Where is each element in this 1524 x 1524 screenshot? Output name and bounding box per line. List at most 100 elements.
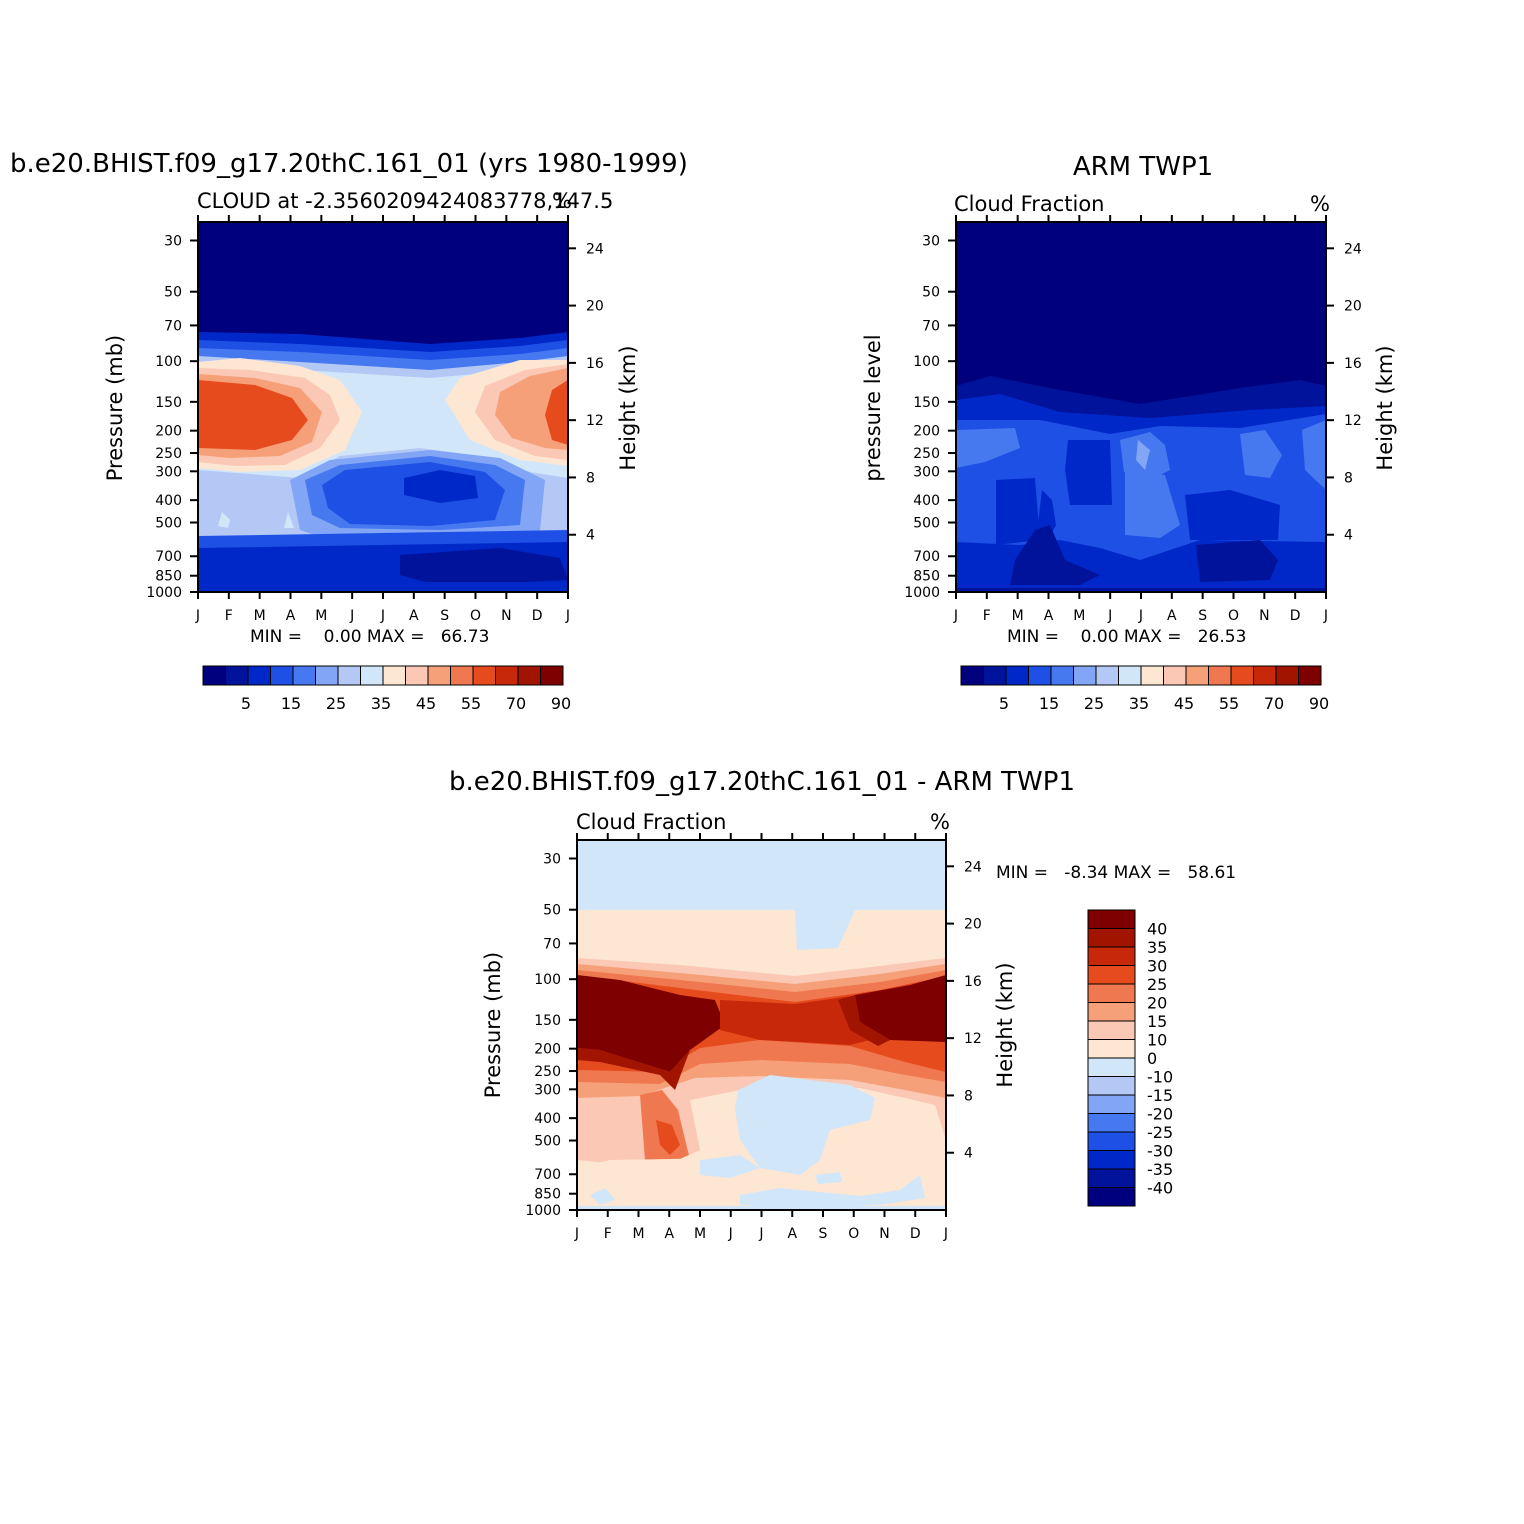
y-right-tick-label: 24: [1344, 241, 1362, 257]
colorbar-swatch: [1140, 665, 1164, 686]
panel-diff-stats: MIN = -8.34 MAX = 58.61: [996, 863, 1236, 883]
panel-model-axes: J F M A M J J A S O N D J 30 50 70 100 150 200 250 300 400 500…: [146, 215, 604, 624]
colorbar-swatch: [225, 665, 249, 686]
colorbar-swatch: [1087, 1057, 1136, 1077]
panel-model-ylabel-right: Height (km): [616, 345, 640, 470]
y-right-tick-label: 4: [964, 1146, 973, 1162]
colorbar-label: -35: [1147, 1160, 1173, 1179]
y-tick-label: 100: [913, 354, 940, 370]
x-tick-label: F: [225, 608, 233, 624]
colorbar-label: 15: [1039, 694, 1059, 713]
x-tick-label: D: [910, 1226, 921, 1242]
y-tick-label: 1000: [525, 1203, 561, 1219]
colorbar-label: 70: [1264, 694, 1284, 713]
x-tick-label: J: [943, 1226, 948, 1242]
y-tick-label: 300: [534, 1082, 561, 1098]
y-tick-label: 500: [534, 1134, 561, 1150]
colorbar-swatch: [1087, 1150, 1136, 1170]
panel-obs-subtitle: Cloud Fraction: [954, 192, 1105, 216]
y-tick-label: 100: [534, 972, 561, 988]
panel-obs-ylabel: pressure level: [861, 334, 885, 481]
x-tick-label: N: [879, 1226, 889, 1242]
x-tick-label: A: [787, 1226, 797, 1242]
x-tick-label: A: [664, 1226, 674, 1242]
colorbar-swatch: [1073, 665, 1097, 686]
colorbar-label: 5: [999, 694, 1009, 713]
colorbar-swatch: [450, 665, 474, 686]
panel-model-colorbar: 5 15 25 35 45 55 70 90: [202, 665, 571, 713]
colorbar-label: -40: [1147, 1179, 1173, 1198]
colorbar-swatch: [360, 665, 384, 686]
colorbar-swatch: [1087, 1094, 1136, 1114]
y-tick-label: 400: [155, 493, 182, 509]
panel-model-subtitle: CLOUD at -2.3560209424083778,147.5: [197, 189, 613, 213]
x-tick-label: J: [349, 608, 354, 624]
panel-diff-field: [577, 840, 946, 1210]
colorbar-swatch: [1005, 665, 1029, 686]
x-tick-label: M: [694, 1226, 706, 1242]
panel-model-field: [198, 222, 568, 592]
colorbar-swatch: [1087, 983, 1136, 1003]
x-tick-label: J: [1107, 608, 1112, 624]
x-tick-label: J: [565, 608, 570, 624]
x-tick-label: O: [848, 1226, 859, 1242]
panel-model-units: %: [552, 189, 572, 213]
colorbar-swatch: [1163, 665, 1187, 686]
y-tick-label: 250: [913, 446, 940, 462]
x-tick-label: A: [286, 608, 296, 624]
y-right-tick-label: 20: [964, 917, 982, 933]
y-tick-label: 100: [155, 354, 182, 370]
colorbar-label: -25: [1147, 1123, 1173, 1142]
colorbar-swatch: [1253, 665, 1277, 686]
panel-diff-units: %: [930, 810, 950, 834]
panel-model-ylabel: Pressure (mb): [103, 335, 127, 482]
colorbar-label: 35: [371, 694, 391, 713]
y-tick-label: 150: [155, 395, 182, 411]
y-tick-label: 30: [543, 852, 561, 868]
colorbar-swatch: [427, 665, 451, 686]
panel-obs-axes: J F M A M J J A S O N D J 30 50 70 100 150 200 250 300 400 500…: [904, 215, 1362, 624]
x-tick-label: J: [574, 1226, 579, 1242]
x-tick-label: N: [1259, 608, 1269, 624]
x-tick-label: J: [728, 1226, 733, 1242]
y-right-tick-label: 16: [586, 356, 604, 372]
y-tick-label: 300: [155, 464, 182, 480]
colorbar-label: 55: [1219, 694, 1239, 713]
x-tick-label: O: [1228, 608, 1239, 624]
colorbar-swatch: [472, 665, 496, 686]
panel-obs-units: %: [1310, 192, 1330, 216]
colorbar-swatch: [540, 665, 564, 686]
colorbar-swatch: [337, 665, 361, 686]
colorbar-label: 90: [551, 694, 571, 713]
y-tick-label: 50: [164, 285, 182, 301]
x-tick-label: M: [254, 608, 266, 624]
panel-model: b.e20.BHIST.f09_g17.20thC.161_01 (yrs 19…: [10, 149, 688, 713]
y-right-tick-label: 16: [1344, 356, 1362, 372]
x-tick-label: J: [380, 608, 385, 624]
colorbar-swatch: [382, 665, 406, 686]
panel-obs-colorbar: 5 15 25 35 45 55 70 90: [960, 665, 1329, 713]
y-tick-label: 850: [913, 569, 940, 585]
colorbar-swatch: [960, 665, 984, 686]
panel-obs: ARM TWP1 Cloud Fraction % J F M A M J J A S O N D J 3…: [861, 152, 1397, 713]
y-tick-label: 200: [155, 424, 182, 440]
panel-model-title: b.e20.BHIST.f09_g17.20thC.161_01 (yrs 19…: [10, 149, 688, 179]
panel-diff-axes: J F M A M J J A S O N D J 30 50 70 100 150 200 250 300 400 500…: [525, 833, 982, 1242]
colorbar-swatch: [270, 665, 294, 686]
colorbar-label: 15: [281, 694, 301, 713]
y-right-tick-label: 20: [1344, 299, 1362, 315]
panel-model-stats: MIN = 0.00 MAX = 66.73: [250, 627, 489, 647]
x-tick-label: S: [440, 608, 449, 624]
colorbar-swatch: [1028, 665, 1052, 686]
colorbar-swatch: [1087, 946, 1136, 966]
x-tick-label: N: [501, 608, 511, 624]
colorbar-swatch: [1087, 1131, 1136, 1151]
colorbar-swatch: [1087, 1002, 1136, 1022]
y-tick-label: 300: [913, 464, 940, 480]
colorbar-swatch: [1095, 665, 1119, 686]
y-tick-label: 400: [534, 1111, 561, 1127]
colorbar-label: 45: [1174, 694, 1194, 713]
colorbar-label: 15: [1147, 1012, 1167, 1031]
x-tick-label: M: [632, 1226, 644, 1242]
